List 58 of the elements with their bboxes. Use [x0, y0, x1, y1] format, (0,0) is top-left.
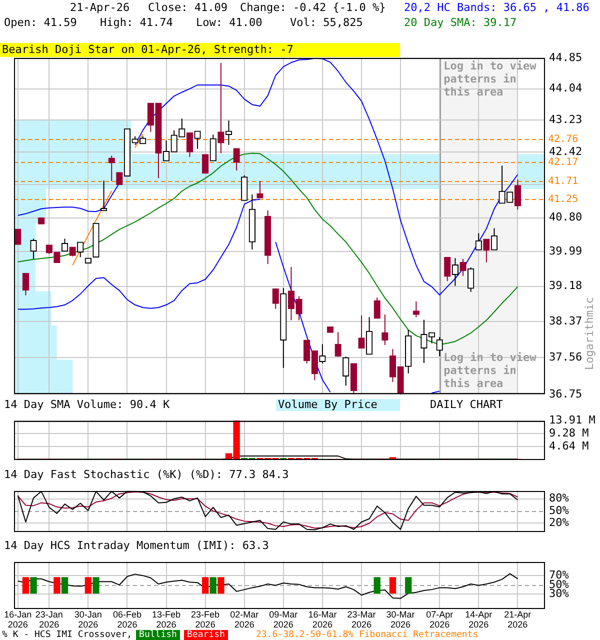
y-tick-label: 70%	[549, 568, 570, 582]
chart-title: 14 Day Fast Stochastic (%K) (%D): 77.3 84.3	[4, 468, 289, 481]
y-tick-label: 20%	[549, 516, 570, 530]
text: High: 41.74	[100, 16, 173, 29]
x-tick-label: 23-Jan 2026	[35, 610, 63, 630]
x-tick-label: 16-Mar 2026	[308, 610, 337, 630]
y-tick-label: 44.85	[549, 50, 582, 64]
x-tick-label: 21-Apr 2026	[504, 610, 532, 630]
text: Volume By Price	[276, 398, 400, 411]
text: Bearish Doji Star on 01-Apr-26, Strength: -7	[0, 43, 400, 57]
y-tick-label: 13.91 M	[549, 413, 596, 426]
text: Log in to view patterns in this area	[444, 350, 536, 390]
text: 23.6-38.2-50-61.8% Fibonacci Retracements	[256, 630, 478, 640]
y-tick-label: 36.75	[549, 387, 582, 400]
y-tick-label: 43.23	[549, 112, 582, 126]
y-tick-label: 9.28 M	[549, 426, 590, 440]
text: Bullish	[136, 630, 180, 640]
ref-line-label: 41.71	[548, 176, 578, 188]
y-tick-label: 39.18	[549, 279, 582, 292]
x-tick-label: 23-Feb 2026	[191, 610, 220, 630]
y-tick-label: 42.42	[549, 144, 582, 158]
y-tick-label: 37.56	[549, 350, 582, 364]
band-label: Log in to view patterns in this area	[444, 59, 537, 98]
ref-line-label: 41.25	[548, 194, 578, 206]
y-axis-title: Logarithmic	[583, 297, 596, 370]
y-tick-label: 4.64 M	[549, 439, 590, 452]
x-tick-label: 16-Jan 2026	[4, 610, 32, 630]
x-tick-label: 09-Mar 2026	[269, 610, 298, 630]
text: Open: 41.59	[4, 16, 77, 29]
x-tick-label: 06-Feb 2026	[112, 610, 142, 630]
x-tick-label: 30-Mar 2026	[386, 610, 415, 630]
text: Change: -0.42 {-1.0 %}	[240, 1, 386, 14]
text: 21-Apr-26	[70, 1, 130, 14]
y-tick-label: 50%	[549, 504, 570, 517]
text: DAILY CHART	[430, 398, 503, 411]
y-tick-label: 39.99	[549, 244, 582, 258]
text: Vol: 55,825	[290, 16, 363, 29]
text: Bearish	[184, 630, 228, 640]
chart-title: 14 Day SMA Volume: 90.4 K	[4, 398, 170, 411]
text: 20 Day SMA: 39.17	[404, 16, 517, 29]
text: 20,2 HC Bands: 36.65 , 41.86	[404, 1, 590, 14]
y-tick-label: 40.80	[549, 210, 582, 224]
y-tick-label: 44.04	[549, 82, 582, 95]
x-tick-label: 02-Mar 2026	[230, 610, 259, 630]
legend-title: % K - HCS IMI Crossover,	[2, 630, 132, 640]
x-tick-label: 23-Mar 2026	[347, 610, 376, 630]
x-tick-label: 30-Jan 2026	[74, 610, 102, 630]
x-tick-label: 07-Apr 2026	[426, 610, 454, 630]
x-tick-label: 13-Feb 2026	[152, 610, 181, 630]
x-tick-label: 14-Apr 2026	[465, 610, 492, 630]
y-tick-label: 30%	[549, 587, 570, 600]
y-tick-label: 38.37	[549, 314, 582, 328]
chart-title: 14 Day HCS Intraday Momentum (IMI): 63.3	[4, 539, 269, 552]
text: Close: 41.09	[148, 1, 228, 14]
text: Low: 41.00	[196, 16, 262, 29]
ref-line-label: 42.17	[548, 157, 578, 168]
ref-line-label: 42.76	[548, 134, 578, 146]
y-tick-label: 80%	[549, 492, 570, 505]
